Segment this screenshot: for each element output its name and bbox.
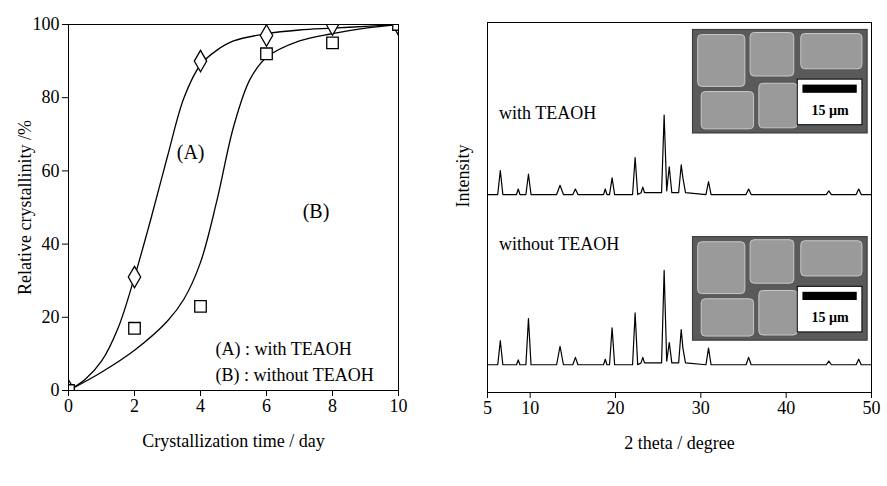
svg-text:50: 50	[863, 398, 881, 418]
svg-text:Relative crystallinity /%: Relative crystallinity /%	[15, 120, 35, 295]
svg-text:10: 10	[390, 396, 408, 416]
svg-text:with TEAOH: with TEAOH	[499, 103, 596, 123]
svg-text:40: 40	[42, 234, 60, 254]
svg-text:6: 6	[262, 396, 271, 416]
svg-text:30: 30	[692, 398, 710, 418]
svg-text:15 µm: 15 µm	[811, 310, 849, 325]
svg-text:100: 100	[33, 14, 60, 34]
svg-text:80: 80	[42, 87, 60, 107]
svg-text:0: 0	[64, 396, 73, 416]
svg-text:15 µm: 15 µm	[811, 103, 849, 118]
svg-text:5: 5	[483, 398, 492, 418]
svg-text:2 theta / degree: 2 theta / degree	[624, 433, 734, 453]
svg-text:(B) : without TEAOH: (B) : without TEAOH	[216, 365, 374, 386]
svg-text:40: 40	[777, 398, 795, 418]
svg-text:20: 20	[42, 307, 60, 327]
svg-text:60: 60	[42, 161, 60, 181]
svg-text:without TEAOH: without TEAOH	[499, 234, 619, 254]
svg-text:(B): (B)	[303, 200, 330, 223]
svg-text:2: 2	[130, 396, 139, 416]
svg-text:(A) : with TEAOH: (A) : with TEAOH	[216, 339, 352, 360]
svg-text:Intensity: Intensity	[453, 145, 473, 208]
svg-text:Crystallization time / day: Crystallization time / day	[142, 431, 324, 451]
svg-text:(A): (A)	[177, 141, 205, 164]
svg-text:4: 4	[196, 396, 205, 416]
svg-text:8: 8	[328, 396, 337, 416]
svg-text:20: 20	[607, 398, 625, 418]
svg-text:10: 10	[521, 398, 539, 418]
svg-text:0: 0	[51, 380, 60, 400]
